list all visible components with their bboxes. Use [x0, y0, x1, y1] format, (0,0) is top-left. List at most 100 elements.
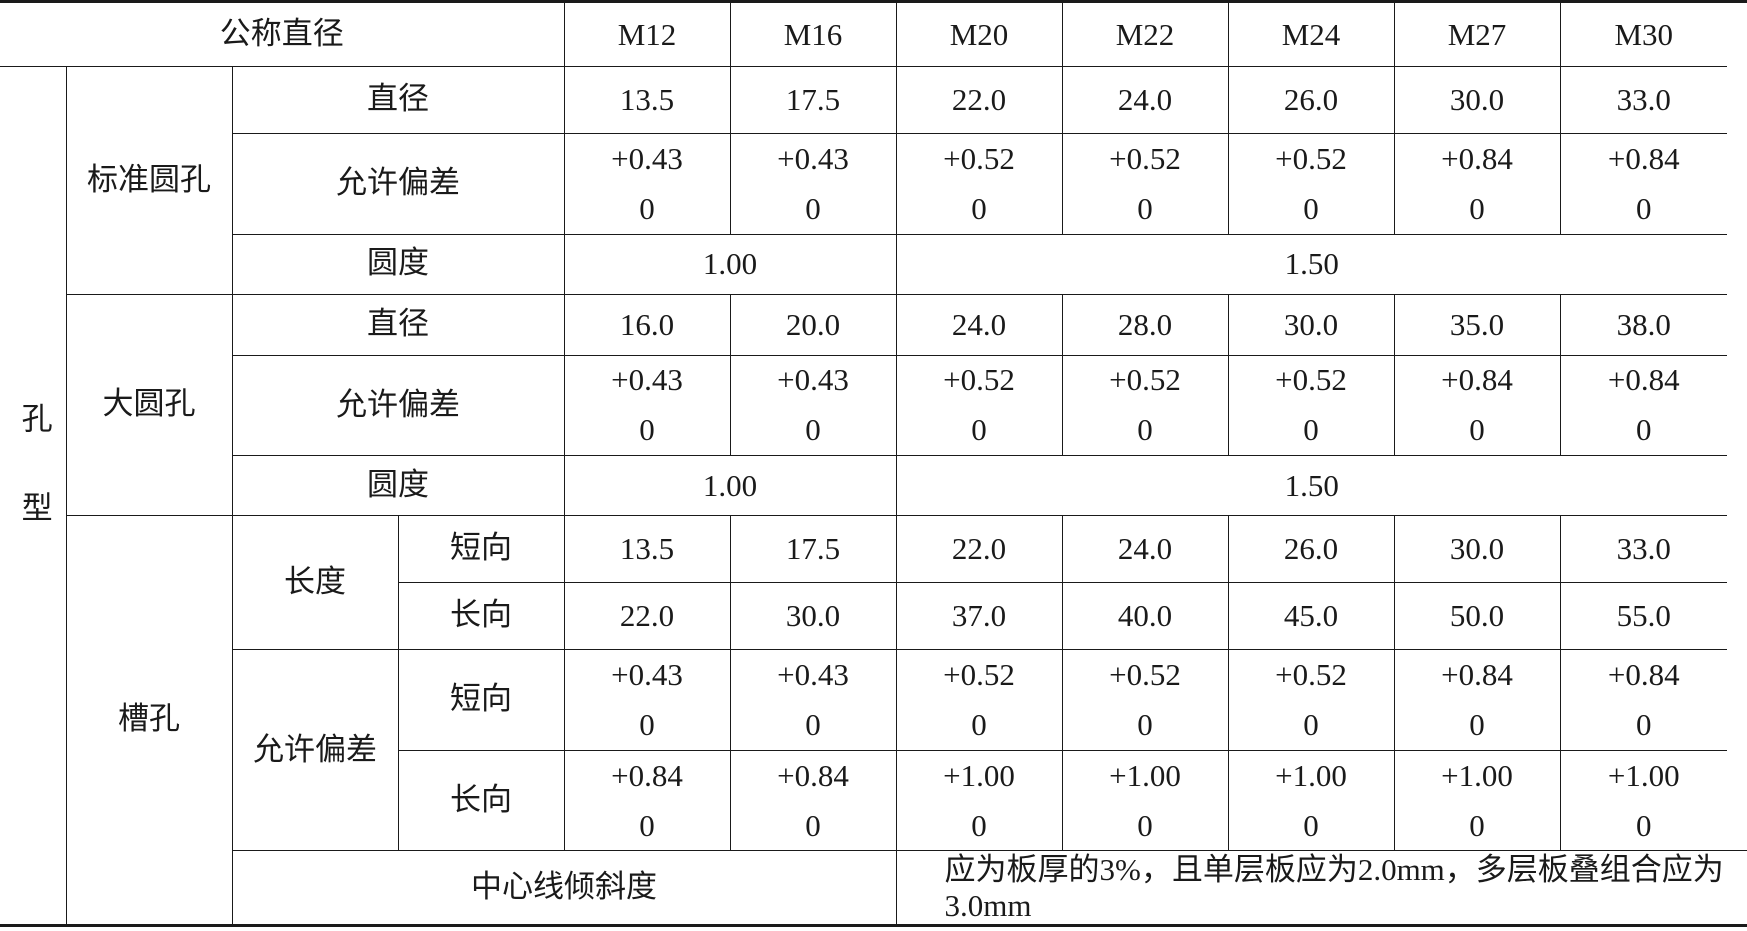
tolerance-cell: +0.43 0 [729, 133, 897, 235]
tolerance-cell: +0.43 0 [729, 354, 897, 457]
tolerance-cell: +0.52 0 [1227, 649, 1395, 751]
length-cell: 24.0 [1061, 515, 1229, 584]
tolerance-lower: 0 [971, 807, 987, 843]
tolerance-lower: 0 [805, 190, 821, 226]
tolerance-cell: +0.84 0 [1393, 354, 1561, 457]
tolerance-upper: +0.43 [777, 140, 849, 176]
tolerance-upper: +0.84 [1441, 657, 1513, 693]
tolerance-upper: +0.43 [777, 362, 849, 398]
slot-tolerance-short-row: 允许偏差 短向 +0.43 0 +0.43 0 +0.52 0 +0.52 0 +0.5… [0, 649, 1747, 852]
length-cell: 33.0 [1559, 515, 1727, 584]
roundness-label: 圆度 [232, 233, 565, 295]
tolerance-lower: 0 [639, 706, 655, 742]
tolerance-lower: 0 [805, 412, 821, 448]
roundness-large-cell: 1.50 [895, 233, 1727, 295]
tolerance-upper: +0.43 [611, 657, 683, 693]
tolerance-lower: 0 [639, 190, 655, 226]
diameter-cell: 24.0 [1061, 66, 1229, 135]
long-direction-label: 长向 [398, 749, 565, 852]
hole-type-label: 孔型 [0, 66, 67, 926]
diameter-label: 直径 [231, 293, 565, 356]
length-cell: 55.0 [1559, 582, 1727, 651]
large-diameter-row: 大圆孔 直径 16.0 20.0 24.0 28.0 30.0 35.0 38.… [0, 293, 1747, 517]
tolerance-lower: 0 [1137, 412, 1153, 448]
length-cell: 17.5 [729, 515, 897, 584]
diameter-cell: 22.0 [895, 66, 1063, 135]
diameter-cell: 30.0 [1393, 66, 1561, 135]
tolerance-cell: +0.84 0 [1559, 649, 1727, 751]
tolerance-lower: 0 [1137, 706, 1153, 742]
tolerance-lower: 0 [639, 807, 655, 843]
tolerance-lower: 0 [971, 706, 987, 742]
tolerance-cell: +0.52 0 [895, 649, 1063, 751]
tolerance-cell: +0.52 0 [1061, 354, 1229, 457]
diameter-cell: 24.0 [895, 293, 1063, 356]
tolerance-lower: 0 [1636, 190, 1652, 226]
tolerance-cell: +0.43 0 [563, 133, 731, 235]
size-header: M24 [1227, 0, 1395, 68]
tolerance-lower: 0 [1636, 412, 1652, 448]
tolerance-cell: +0.84 0 [1393, 133, 1561, 235]
large-tolerance-row: 允许偏差 +0.43 0 +0.43 0 +0.52 0 +0.52 0 +0.52 0 … [0, 354, 1747, 457]
tolerance-cell: +0.52 0 [1061, 649, 1229, 751]
diameter-cell: 20.0 [729, 293, 897, 356]
tolerance-lower: 0 [1636, 807, 1652, 843]
slot-tolerance-long-row: 长向 +0.84 0 +0.84 0 +1.00 0 +1.00 0 +1.00 0 +1… [0, 749, 1747, 852]
tolerance-upper: +0.84 [1441, 362, 1513, 398]
diameter-cell: 26.0 [1227, 66, 1395, 135]
tolerance-lower: 0 [1469, 412, 1485, 448]
tolerance-cell: +0.84 0 [563, 749, 731, 852]
tolerance-upper: +0.52 [1109, 362, 1181, 398]
tolerance-cell: +0.84 0 [1559, 354, 1727, 457]
tolerance-lower: 0 [1137, 190, 1153, 226]
tolerance-upper: +0.84 [1607, 657, 1680, 693]
tolerance-upper: +0.43 [611, 362, 683, 398]
short-direction-label: 短向 [397, 649, 565, 751]
tolerance-upper: +0.84 [777, 757, 849, 793]
long-direction-label: 长向 [398, 582, 565, 651]
tolerance-lower: 0 [1303, 706, 1319, 742]
slot-length-long-row: 长向 22.0 30.0 37.0 40.0 45.0 50.0 55.0 [0, 582, 1747, 651]
centerline-row: 中心线倾斜度 应为板厚的3%，且单层板应为2.0mm，多层板叠组合应为3.0mm [0, 850, 1747, 926]
tolerance-lower: 0 [1137, 807, 1153, 843]
tolerance-cell: +0.52 0 [895, 354, 1063, 457]
tolerance-lower: 0 [639, 412, 655, 448]
nominal-diameter-header: 公称直径 [0, 0, 565, 68]
roundness-small-cell: 1.00 [563, 233, 897, 295]
size-header: M20 [895, 0, 1063, 68]
tolerance-upper: +0.52 [1109, 140, 1181, 176]
tolerance-lower: 0 [971, 412, 987, 448]
tolerance-upper: +1.00 [1607, 757, 1680, 793]
tolerance-lower: 0 [1303, 190, 1319, 226]
length-cell: 26.0 [1227, 515, 1395, 584]
length-cell: 30.0 [729, 582, 897, 651]
length-cell: 30.0 [1393, 515, 1561, 584]
tolerance-upper: +1.00 [943, 757, 1015, 793]
diameter-cell: 33.0 [1559, 66, 1727, 135]
tolerance-upper: +0.84 [1607, 362, 1680, 398]
tolerance-cell: +0.43 0 [563, 354, 731, 457]
tolerance-upper: +0.43 [611, 140, 683, 176]
tolerance-lower: 0 [1469, 190, 1485, 226]
tolerance-cell: +0.52 0 [1227, 133, 1395, 235]
tolerance-upper: +0.52 [1275, 362, 1347, 398]
tolerance-label: 允许偏差 [232, 133, 565, 235]
tolerance-cell: +0.43 0 [729, 649, 897, 751]
tolerance-cell: +1.00 0 [1227, 749, 1395, 852]
length-cell: 22.0 [895, 515, 1063, 584]
diameter-cell: 35.0 [1393, 293, 1561, 356]
tolerance-cell: +1.00 0 [1061, 749, 1229, 852]
centerline-label: 中心线倾斜度 [232, 850, 897, 926]
tolerance-upper: +0.84 [611, 757, 683, 793]
tolerance-upper: +0.52 [1109, 657, 1181, 693]
size-header: M16 [729, 0, 897, 68]
length-cell: 50.0 [1393, 582, 1561, 651]
diameter-cell: 16.0 [563, 293, 731, 356]
tolerance-lower: 0 [805, 706, 821, 742]
short-direction-label: 短向 [397, 515, 565, 584]
tolerance-cell: +0.52 0 [1061, 133, 1229, 235]
tolerance-cell: +0.52 0 [1227, 354, 1395, 457]
centerline-text: 应为板厚的3%，且单层板应为2.0mm，多层板叠组合应为3.0mm [895, 850, 1747, 926]
standard-hole-label: 标准圆孔 [65, 66, 233, 295]
tolerance-upper: +0.52 [1275, 657, 1347, 693]
